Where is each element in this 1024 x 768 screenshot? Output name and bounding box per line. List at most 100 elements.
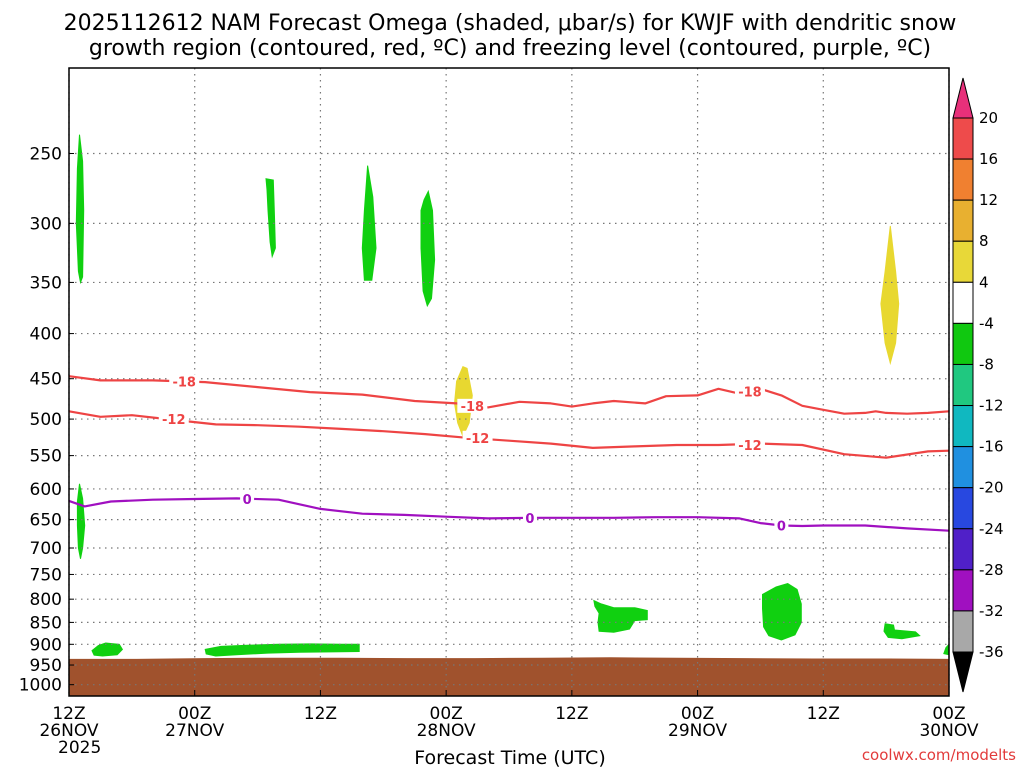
x-tick-label: 28NOV: [417, 721, 476, 741]
omega-area-1: [75, 134, 85, 285]
colorbar-label: 8: [979, 232, 989, 250]
colorbar-label: -20: [979, 479, 1004, 497]
y-tick-label: 450: [30, 370, 62, 390]
contour-layer: -18 -18 -18 -12 -12 -12 0 0 0: [68, 374, 950, 534]
chart-title-line-2: growth region (contoured, red, ºC) and f…: [89, 36, 931, 61]
y-tick-label: 350: [30, 273, 62, 293]
colorbar-swatch: [952, 281, 974, 324]
x-tick-label: 29NOV: [668, 721, 727, 741]
x-axis-label: Forecast Time (UTC): [414, 747, 605, 768]
omega-area-9: [762, 582, 802, 641]
colorbar-bottom-triangle: [952, 651, 974, 693]
colorbar: 20 16 12 8 4 -4 -8 -12 -16 -20 -24 -28 -32 -36: [952, 77, 1004, 693]
plot-frame: [68, 67, 950, 697]
colorbar-swatch: [952, 569, 974, 612]
colorbar-swatch: [952, 240, 974, 283]
y-tick-label: 1000: [19, 676, 62, 696]
x-tick-label: 27NOV: [165, 721, 224, 741]
contour-label-bg: [158, 412, 189, 427]
y-tick-label: 400: [30, 325, 62, 345]
colorbar-label: 12: [979, 191, 998, 209]
omega-area-7: [204, 643, 360, 657]
colorbar-swatch: [952, 446, 974, 489]
x-tick-label: 00Z: [932, 704, 965, 724]
y-tick-label: 900: [30, 635, 62, 655]
contour-label-bg: [240, 492, 255, 507]
contour-line-1: [68, 375, 950, 415]
colorbar-swatch: [952, 528, 974, 571]
colorbar-label: 4: [979, 273, 989, 291]
colorbar-label: 20: [979, 109, 998, 127]
colorbar-swatch: [952, 117, 974, 160]
omega-area-6: [420, 189, 436, 308]
y-tick-label: 250: [30, 144, 62, 164]
x-tick-label: 12Z: [555, 704, 588, 724]
contour-label: -12: [466, 432, 490, 447]
contour-label-bg: [774, 518, 789, 533]
omega-area-8: [593, 599, 648, 633]
x-tick-label: 26NOV: [39, 721, 98, 741]
omega-area-2: [76, 483, 86, 559]
omega-area-4: [265, 178, 276, 259]
colorbar-label: -8: [979, 355, 994, 373]
y-tick-label: 950: [30, 656, 62, 676]
colorbar-label: -32: [979, 602, 1004, 620]
colorbar-label: -36: [979, 643, 1004, 661]
y-tick-label: 800: [30, 590, 62, 610]
colorbar-top-triangle: [952, 77, 974, 119]
omega-area-10: [883, 623, 921, 640]
x-tick-label: 00Z: [681, 704, 714, 724]
colorbar-label: -16: [979, 438, 1004, 456]
x-tick-label: 30NOV: [919, 721, 978, 741]
y-tick-label: 650: [30, 511, 62, 531]
y-tick-label: 550: [30, 447, 62, 467]
contour-label-bg: [462, 430, 493, 445]
x-tick-label: 2025: [58, 738, 101, 758]
x-tick-label: 12Z: [807, 704, 840, 724]
contour-label: -18: [172, 375, 196, 390]
x-tick-label: 12Z: [52, 704, 85, 724]
omega-area-13: [880, 225, 900, 366]
omega-area-3: [91, 642, 124, 657]
colorbar-swatch: [952, 405, 974, 448]
contour-label: 0: [243, 493, 252, 508]
y-tick-label: 600: [30, 480, 62, 500]
y-tick-label: 750: [30, 565, 62, 585]
plot-area: -18 -18 -18 -12 -12 -12 0 0 0: [68, 67, 950, 697]
x-tick-label: 00Z: [178, 704, 211, 724]
colorbar-label: -4: [979, 314, 994, 332]
y-tick-label: 700: [30, 539, 62, 559]
colorbar-swatch: [952, 158, 974, 201]
contour-label-bg: [734, 438, 765, 453]
colorbar-label: -12: [979, 397, 1004, 415]
chart-title-line-1: 2025112612 NAM Forecast Omega (shaded, μ…: [64, 11, 957, 36]
colorbar-swatch: [952, 199, 974, 242]
credit-text: coolwx.com/modelts: [862, 746, 1016, 764]
contour-label-bg: [457, 398, 488, 413]
y-axis-ticks: 2503003504004505005506006507007508008509…: [19, 144, 74, 696]
colorbar-label: 16: [979, 150, 998, 168]
y-tick-label: 850: [30, 613, 62, 633]
contour-label: 0: [525, 512, 534, 527]
contour-label-bg: [734, 384, 765, 399]
colorbar-label: -28: [979, 561, 1004, 579]
x-tick-label: 12Z: [304, 704, 337, 724]
x-tick-label: 00Z: [430, 704, 463, 724]
contour-label-bg: [522, 510, 537, 525]
contour-label: -12: [738, 439, 762, 454]
contour-label: -12: [162, 413, 186, 428]
contour-label: 0: [777, 519, 786, 534]
colorbar-label: -24: [979, 520, 1004, 538]
ground-below-surface: [69, 657, 949, 696]
contour-label: -18: [461, 400, 485, 415]
colorbar-swatch: [952, 610, 974, 653]
contour-label: -18: [738, 385, 762, 400]
y-tick-label: 300: [30, 214, 62, 234]
colorbar-swatch: [952, 487, 974, 530]
colorbar-swatch: [952, 363, 974, 407]
colorbar-swatch: [952, 322, 974, 365]
contour-line-2: [68, 410, 950, 459]
y-tick-label: 500: [30, 410, 62, 430]
